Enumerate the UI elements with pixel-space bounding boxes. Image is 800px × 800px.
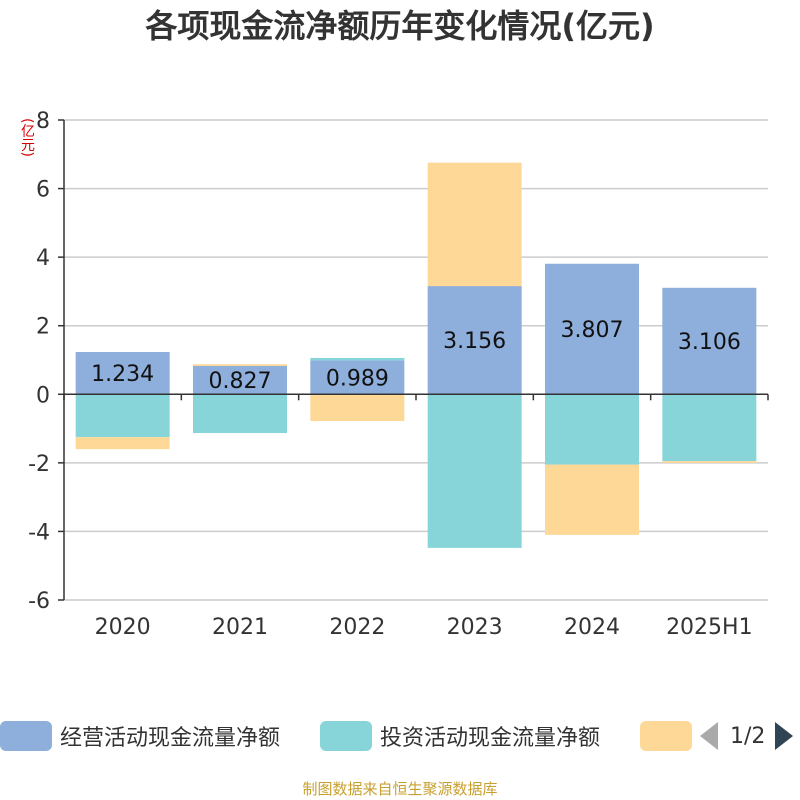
bar-2022-series-0[interactable] [310, 360, 405, 395]
legend-item-third-series[interactable] [640, 716, 700, 756]
legend: 经营活动现金流量净额 投资活动现金流量净额 1/2 [0, 716, 800, 756]
y-tick-label: -6 [28, 589, 50, 614]
legend-swatch-investing [320, 721, 372, 751]
legend-swatch-third-series [640, 721, 692, 751]
data-label-2024: 3.807 [561, 318, 624, 343]
legend-pager: 1/2 [700, 716, 800, 756]
axes: 8 6 4 2 0 -2 -4 -6 2020 2021 2022 2023 2024 2025H1 [28, 109, 769, 640]
y-tick-label: -4 [28, 520, 50, 545]
bar-2025H1-series-1[interactable] [662, 394, 757, 462]
bar-2021-series-2[interactable] [193, 364, 287, 366]
data-label-2025H1: 3.106 [678, 330, 741, 355]
x-tick-label: 2022 [329, 615, 385, 640]
data-label-2023: 3.156 [443, 329, 506, 354]
y-tick-label: 2 [36, 315, 50, 340]
bar-2020-series-0[interactable] [75, 351, 170, 395]
bar-2024-series-1[interactable] [545, 394, 639, 465]
data-label-2021: 0.827 [209, 369, 272, 394]
x-tick-label: 2021 [212, 615, 268, 640]
legend-next-page-icon[interactable] [775, 722, 794, 750]
data-label-2020: 1.234 [91, 362, 154, 387]
x-tick-label: 2025H1 [666, 615, 753, 640]
legend-item-investing[interactable]: 投资活动现金流量净额 [320, 716, 600, 756]
legend-prev-page-icon[interactable] [700, 722, 718, 750]
bar-2021-series-0[interactable] [193, 365, 287, 395]
x-tick-label: 2024 [564, 615, 620, 640]
y-tick-label: 8 [36, 109, 50, 134]
data-label-2022: 0.989 [326, 366, 389, 391]
bar-2025H1-series-2[interactable] [662, 461, 757, 463]
bar-2020-series-1[interactable] [75, 394, 170, 438]
y-tick-label: 6 [36, 178, 50, 203]
bar-2023-series-1[interactable] [427, 394, 522, 548]
legend-label-operating: 经营活动现金流量净额 [60, 726, 281, 751]
x-tick-label: 2020 [95, 615, 151, 640]
legend-swatch-operating [0, 721, 52, 751]
x-tick-label: 2023 [447, 615, 503, 640]
grid-lines [64, 119, 768, 601]
bar-2024-series-0[interactable] [545, 263, 639, 395]
chart-title: 各项现金流净额历年变化情况(亿元) [145, 7, 655, 45]
bar-2020-series-2[interactable] [75, 437, 170, 450]
bar-2024-series-2[interactable] [545, 464, 639, 535]
bars [75, 162, 757, 548]
bar-2022-series-2[interactable] [310, 394, 405, 422]
legend-label-investing: 投资活动现金流量净额 [380, 726, 601, 751]
y-tick-label: 0 [36, 383, 50, 408]
legend-item-operating[interactable]: 经营活动现金流量净额 [0, 716, 280, 756]
y-axis-unit-label: (亿元) [19, 118, 35, 157]
bar-2023-series-0[interactable] [427, 286, 522, 395]
bar-2022-series-1[interactable] [310, 357, 405, 361]
y-tick-label: -2 [28, 452, 50, 477]
data-labels: 1.234 0.827 0.989 3.156 3.807 3.106 [91, 318, 741, 394]
bar-2025H1-series-0[interactable] [662, 287, 757, 395]
bar-2021-series-1[interactable] [193, 394, 287, 434]
data-source-note: 制图数据来自恒生聚源数据库 [302, 780, 498, 798]
cash-flow-bar-chart: 8 6 4 2 0 -2 -4 -6 2020 2021 2022 2023 2024 2025H1 1.… [28, 109, 769, 640]
bar-2023-series-2[interactable] [427, 162, 522, 287]
y-tick-label: 4 [36, 246, 50, 271]
legend-page-indicator: 1/2 [730, 723, 766, 749]
